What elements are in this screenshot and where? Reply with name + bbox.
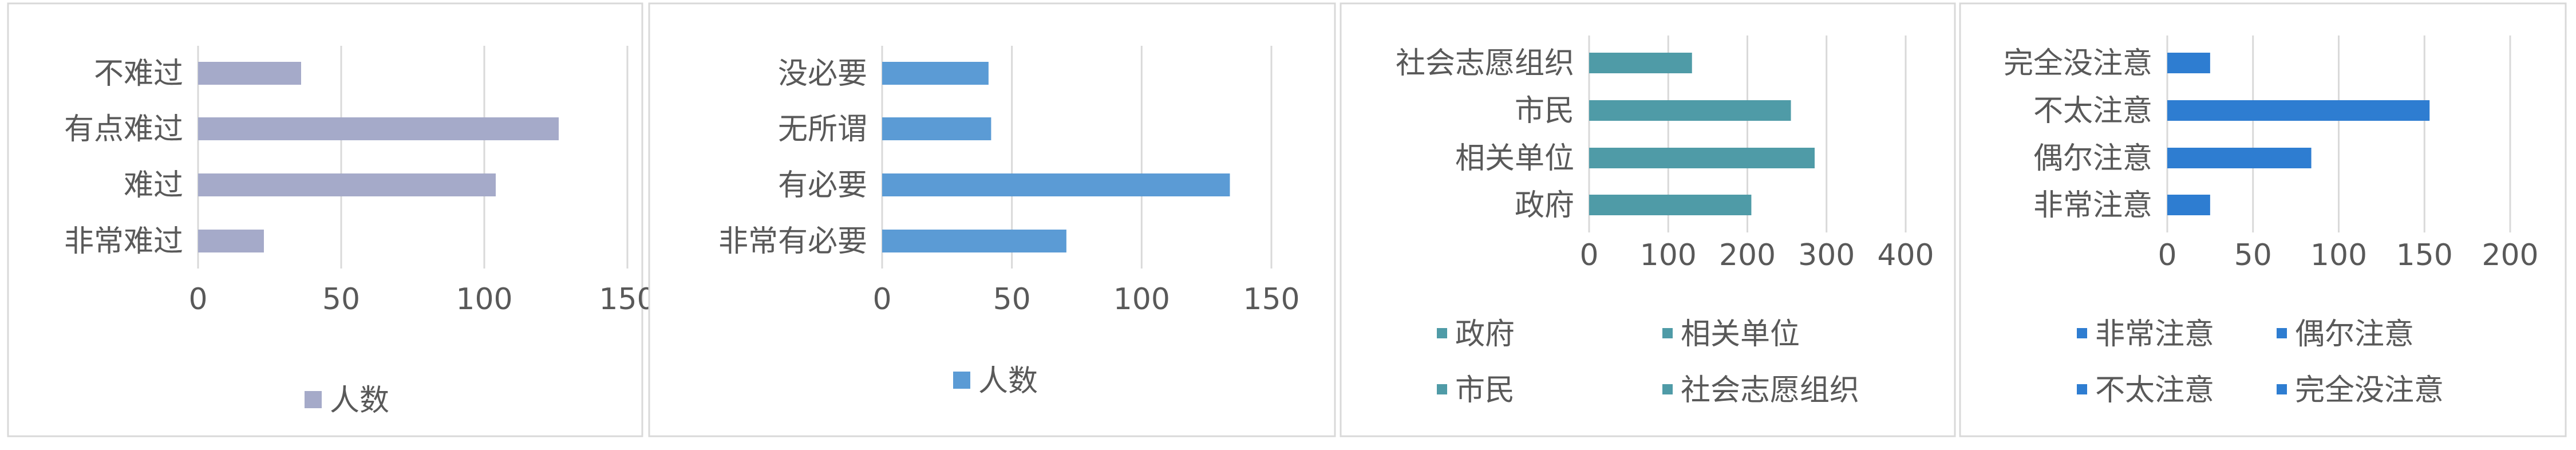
bar (198, 230, 264, 252)
x-tick-label: 400 (1877, 238, 1934, 273)
category-label: 偶尔注意 (2033, 141, 2152, 176)
legend-label: 市民 (1455, 373, 1515, 408)
x-tick-label: 100 (456, 282, 512, 317)
x-tick-label: 0 (872, 282, 891, 317)
x-tick-label: 150 (599, 282, 655, 317)
x-tick-label: 0 (1579, 238, 1598, 273)
bar (1589, 53, 1692, 73)
bar (198, 117, 559, 140)
chart-frame (1340, 2, 1956, 437)
category-label: 没必要 (778, 57, 867, 91)
category-label: 非常难过 (64, 224, 183, 259)
bar (882, 173, 1230, 196)
legend-label: 社会志愿组织 (1681, 373, 1859, 408)
legend-label: 完全没注意 (2295, 373, 2444, 408)
x-tick-label: 0 (2158, 238, 2176, 273)
category-label: 相关单位 (1455, 141, 1574, 176)
legend-swatch (1662, 384, 1673, 394)
category-label: 难过 (124, 168, 183, 203)
legend-swatch (1437, 328, 1447, 338)
x-tick-label: 50 (993, 282, 1031, 317)
bar (198, 173, 496, 196)
chart-frame (1959, 2, 2567, 437)
category-label: 无所谓 (778, 112, 867, 147)
legend-label: 不太注意 (2095, 373, 2214, 408)
bar (2167, 195, 2210, 215)
category-label: 非常注意 (2033, 188, 2152, 223)
legend-swatch (2077, 328, 2087, 338)
category-label: 完全没注意 (2004, 46, 2152, 81)
x-tick-label: 0 (188, 282, 207, 317)
chart-frame (7, 2, 643, 437)
legend-swatch (1662, 328, 1673, 338)
bar (882, 117, 991, 140)
x-tick-label: 100 (1640, 238, 1697, 273)
x-tick-label: 200 (2482, 238, 2538, 273)
bar (1589, 100, 1791, 121)
chart-frame (648, 2, 1336, 437)
category-label: 不太注意 (2033, 94, 2152, 128)
legend-label: 相关单位 (1681, 317, 1800, 352)
category-label: 非常有必要 (718, 224, 867, 259)
category-label: 政府 (1515, 188, 1574, 223)
bar (1589, 148, 1815, 168)
x-tick-label: 200 (1719, 238, 1776, 273)
legend-label: 政府 (1455, 317, 1515, 352)
bar (2167, 148, 2312, 168)
bar (198, 62, 301, 85)
x-tick-label: 100 (2310, 238, 2367, 273)
x-tick-label: 50 (322, 282, 360, 317)
legend-swatch (305, 391, 322, 408)
x-tick-label: 150 (1243, 282, 1299, 317)
category-label: 有必要 (778, 168, 867, 203)
legend-label: 人数 (978, 364, 1038, 398)
legend-label: 非常注意 (2095, 317, 2214, 352)
category-label: 有点难过 (64, 112, 183, 147)
legend-label: 偶尔注意 (2295, 317, 2414, 352)
bar (2167, 100, 2430, 121)
category-label: 市民 (1515, 94, 1574, 128)
bar (1589, 195, 1752, 215)
legend-label: 人数 (330, 384, 389, 418)
x-tick-label: 50 (2234, 238, 2272, 273)
legend-swatch (1437, 384, 1447, 394)
x-tick-label: 150 (2396, 238, 2453, 273)
legend-swatch (953, 372, 970, 389)
bar (882, 230, 1066, 252)
x-tick-label: 100 (1113, 282, 1170, 317)
x-tick-label: 300 (1798, 238, 1855, 273)
category-label: 社会志愿组织 (1396, 46, 1574, 81)
legend-swatch (2277, 328, 2287, 338)
category-label: 不难过 (94, 57, 183, 91)
legend-swatch (2277, 384, 2287, 394)
legend-swatch (2077, 384, 2087, 394)
bar (2167, 53, 2210, 73)
bar (882, 62, 989, 85)
